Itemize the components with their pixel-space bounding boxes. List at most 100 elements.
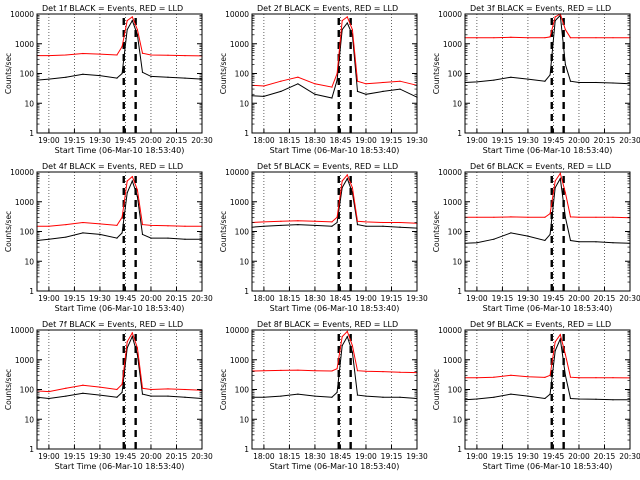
y-tick-label: 10000 [438,168,462,177]
data-point-lld [314,370,316,372]
data-point-events [510,232,512,234]
x-tick-label: 19:30 [89,452,111,461]
data-point-events [476,242,478,244]
y-tick-label: 10000 [438,326,462,335]
data-point-lld [527,376,529,378]
y-tick-label: 10000 [225,10,249,19]
data-point-events [331,396,333,398]
y-tick-label: 1 [29,129,34,138]
y-tick-label: 10 [239,99,249,108]
data-point-events [564,63,566,66]
data-point-lld [365,370,367,372]
data-point-lld [365,221,367,223]
chart-title: Det 5f BLACK = Events, RED = LLD [257,162,398,171]
series-line-events [36,179,202,241]
y-axis-label: Counts/sec [4,369,13,410]
data-point-lld [612,377,614,379]
panel-8: 1 10 100 1000 10000 18:00 18:15 18:30 18:45 19:00… [219,320,428,471]
x-tick-label: 18:15 [279,136,301,145]
data-point-events [141,71,144,73]
data-point-events [131,336,133,338]
y-tick-label: 100 [235,70,250,79]
x-axis-label: Start Time (06-Mar-10 18:53:40) [270,462,400,471]
data-point-events [399,226,401,228]
data-point-lld [554,341,556,343]
y-tick-label: 10000 [225,168,249,177]
data-point-lld [82,221,84,224]
chart-title: Det 7f BLACK = Events, RED = LLD [42,320,183,329]
data-point-lld [476,37,478,39]
data-point-events [559,178,561,180]
data-point-lld [99,223,101,225]
x-tick-label: 19:15 [381,136,403,145]
y-tick-label: 100 [448,70,463,79]
data-point-events [297,83,299,85]
y-tick-label: 1 [244,287,249,296]
data-point-lld [476,216,478,218]
series-line-events [464,177,631,244]
data-point-lld [510,216,512,218]
data-point-lld [336,368,338,370]
data-point-events [356,90,359,93]
data-point-events [314,93,316,95]
chart-title: Det 8f BLACK = Events, RED = LLD [257,320,398,329]
data-point-lld [336,72,338,75]
data-point-events [336,221,338,224]
data-point-events [65,395,67,397]
x-axis-label: Start Time (06-Mar-10 18:53:40) [55,462,185,471]
data-point-events [356,224,359,226]
y-axis-label: Counts/sec [432,53,441,94]
data-point-lld [382,221,384,224]
data-point-events [150,75,152,77]
data-point-lld [167,225,169,227]
data-point-lld [184,388,186,391]
x-axis-label: Start Time (06-Mar-10 18:53:40) [483,146,613,155]
data-point-events [341,186,343,189]
data-point-events [99,233,101,235]
x-tick-label: 20:15 [594,136,616,145]
data-point-events [564,216,566,218]
data-point-lld [341,336,343,338]
data-point-lld [314,220,316,222]
x-tick-label: 18:00 [253,136,275,145]
data-point-lld [549,212,551,215]
data-point-lld [399,80,401,82]
x-tick-label: 20:15 [166,136,188,145]
data-point-events [399,88,401,90]
panel-2: 1 10 100 1000 10000 18:00 18:15 18:30 18:45 19:00… [219,4,428,155]
data-point-events [399,396,401,398]
data-point-lld [314,83,316,85]
data-point-events [341,344,343,347]
x-tick-label: 19:00 [38,452,60,461]
data-point-lld [399,221,401,224]
y-tick-label: 1000 [443,198,462,207]
y-axis-label: Counts/sec [432,369,441,410]
panel-4: 1 10 100 1000 10000 19:00 19:15 19:30 19:45 20:00… [4,162,213,313]
data-point-events [136,353,138,356]
data-point-lld [578,37,580,39]
data-point-events [82,232,84,234]
data-point-lld [493,216,495,218]
data-point-lld [595,37,597,39]
data-point-lld [126,341,128,343]
y-tick-label: 10 [24,415,34,424]
data-point-events [150,395,152,397]
x-tick-label: 19:45 [115,294,137,303]
data-point-lld [99,53,101,55]
data-point-lld [510,36,512,38]
data-point-lld [263,221,265,223]
x-tick-label: 18:30 [304,294,326,303]
data-point-events [263,95,265,97]
x-tick-label: 18:00 [253,452,275,461]
data-point-events [280,395,282,397]
x-tick-label: 19:15 [64,452,86,461]
x-tick-label: 20:00 [140,136,162,145]
x-tick-label: 20:00 [140,294,162,303]
data-point-events [382,396,384,398]
chart-title: Det 4f BLACK = Events, RED = LLD [42,162,183,171]
data-point-events [99,394,101,396]
data-point-events [595,241,597,243]
x-tick-label: 20:00 [140,452,162,461]
y-tick-label: 100 [235,228,250,237]
data-point-lld [559,334,561,336]
